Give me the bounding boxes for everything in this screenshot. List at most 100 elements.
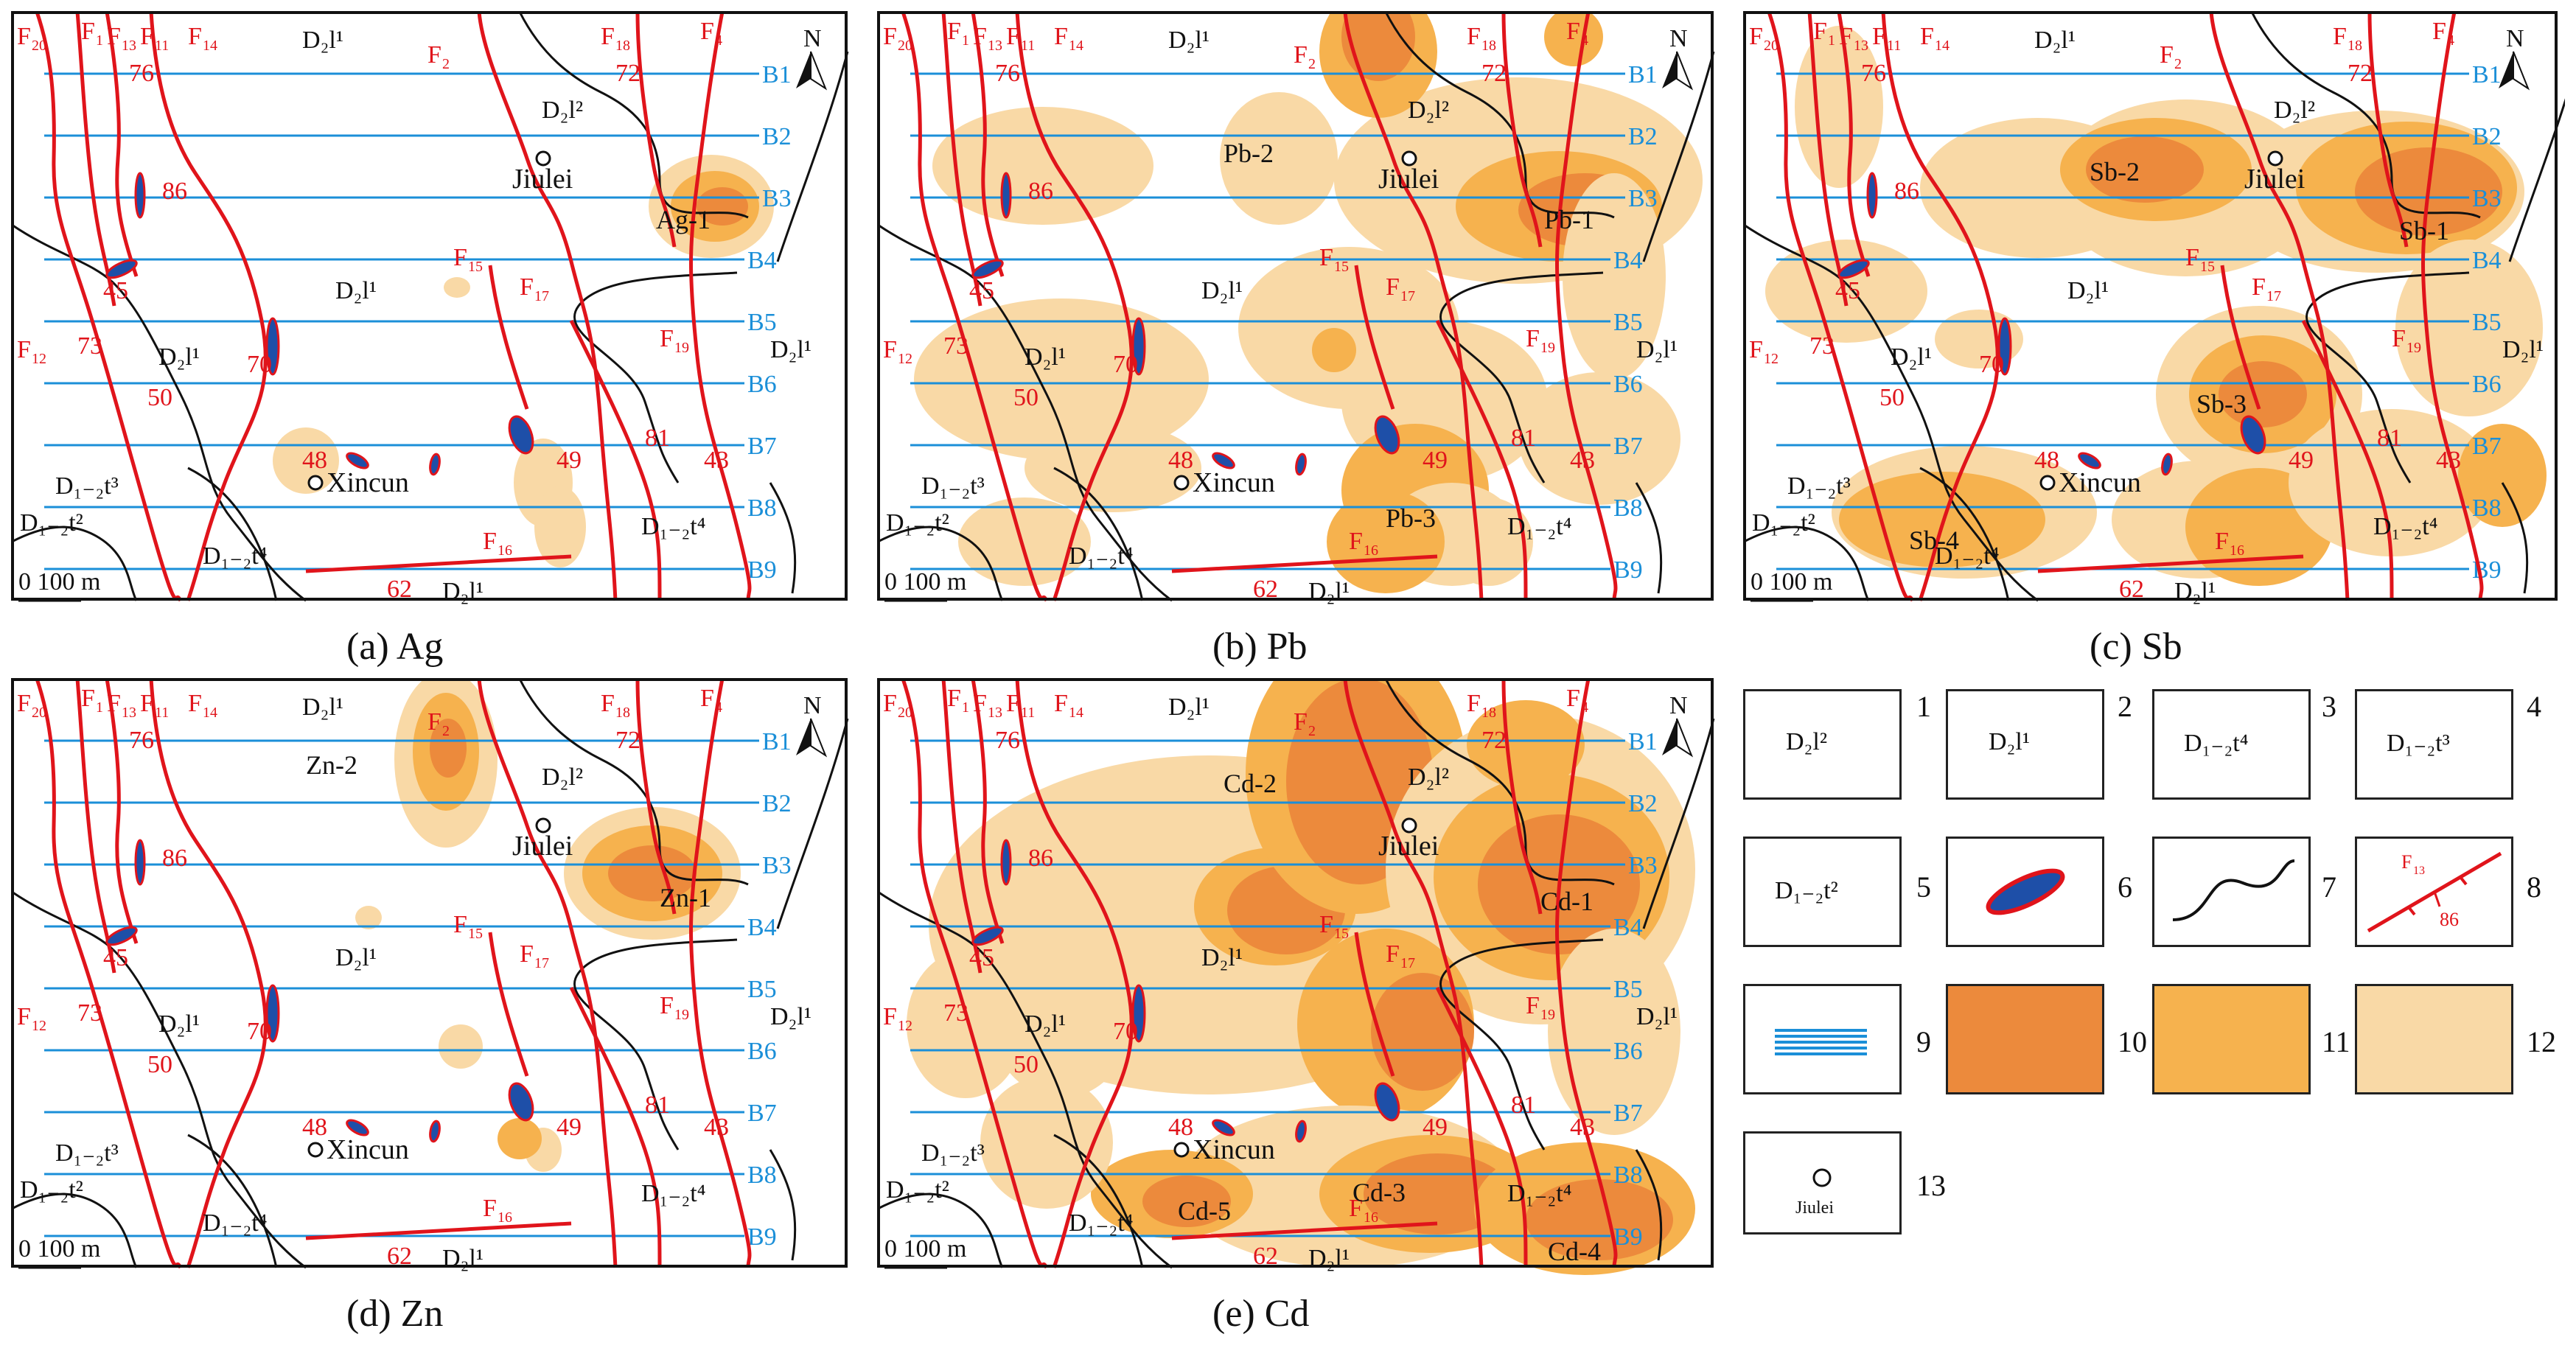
anomaly-label-zn-2: Zn-2 (306, 750, 357, 780)
caption-cd: (e) Cd (1212, 1293, 1310, 1335)
svg-text:19: 19 (1540, 1007, 1555, 1023)
svg-text:F: F (17, 23, 31, 50)
dip-value: 81 (645, 425, 670, 452)
survey-line-label-b2: B2 (762, 790, 792, 817)
strata-label-d2l1: D₂l¹ (770, 1003, 811, 1030)
strata-label-d2l1: D₂l¹ (2502, 336, 2544, 363)
dip-value: 81 (1511, 425, 1536, 452)
dip-value: 73 (1809, 332, 1835, 360)
svg-text:11: 11 (155, 705, 169, 721)
svg-text:F: F (427, 41, 441, 69)
anomaly-label-sb-1: Sb-1 (2399, 216, 2449, 245)
survey-line-label-b7: B7 (747, 1100, 777, 1127)
legend-box-10 (1946, 984, 2104, 1094)
ore-body (346, 1119, 369, 1136)
legend-num-1: 1 (1916, 690, 1931, 723)
strata-label-d2l1: D₂l¹ (1168, 694, 1210, 721)
svg-text:D₂l¹: D₂l¹ (1025, 1010, 1066, 1038)
legend-label-2: D₂l¹ (1989, 728, 2031, 755)
stratigraphic-boundary (1743, 525, 1870, 601)
legend-box-9 (1743, 984, 1902, 1094)
svg-text:2: 2 (2174, 56, 2182, 72)
map-frame (1743, 11, 2558, 601)
svg-text:F: F (973, 23, 987, 50)
svg-text:F: F (1006, 690, 1020, 717)
fault-label-f17: F 17 (2252, 273, 2281, 304)
svg-text:F: F (1749, 23, 1763, 50)
anomaly-label-ag-1: Ag-1 (656, 205, 711, 234)
dip-value: 81 (645, 1092, 670, 1119)
fault-line (569, 319, 662, 601)
scale-bar: 0 100 m (884, 568, 966, 602)
survey-line-label-b7: B7 (2472, 433, 2502, 460)
dip-value: 86 (1894, 178, 1919, 205)
village-jiulei: Jiulei (1378, 150, 1439, 195)
legend-box-13: Jiulei (1743, 1131, 1902, 1234)
survey-line-label-b4: B4 (2472, 247, 2502, 274)
svg-text:Xincun: Xincun (327, 467, 409, 498)
svg-text:11: 11 (1021, 38, 1035, 54)
svg-text:15: 15 (468, 259, 483, 275)
fault-label-f20: F 20 (17, 23, 46, 54)
fault-line (35, 11, 183, 602)
strata-label-d2l1: D₂l¹ (2034, 27, 2076, 54)
dip-value: 72 (1481, 60, 1507, 87)
fault-line (1555, 678, 1618, 1268)
svg-text:F: F (601, 23, 615, 50)
fault-line (105, 11, 139, 277)
strata-label-d2l1: D₂l¹ (158, 343, 200, 371)
svg-text:F: F (883, 1003, 897, 1030)
caption-sb: (c) Sb (2090, 626, 2182, 668)
svg-text:F: F (601, 690, 615, 717)
caption-pb: (b) Pb (1212, 626, 1308, 668)
svg-text:Jiulei: Jiulei (512, 164, 573, 195)
north-arrow-icon: N (2499, 25, 2530, 91)
stratigraphic-boundary (776, 51, 849, 262)
stratigraphic-boundary (877, 525, 1004, 601)
ore-body (265, 984, 280, 1043)
strata-label-d12t2: D₁₋₂t² (20, 1176, 83, 1204)
dip-value: 72 (615, 727, 640, 754)
survey-line-label-b2: B2 (1628, 123, 1658, 150)
fault-line (305, 1221, 572, 1240)
dip-value: 48 (2034, 447, 2059, 474)
survey-lines: B1 B2 B3 B4 B5 B6 B7 B8 B9 (910, 61, 1658, 584)
strata-label-d2l1: D₂l¹ (1025, 1010, 1066, 1038)
fault-label-f16: F 16 (1349, 528, 1378, 559)
ore-body (2161, 453, 2173, 476)
svg-text:D₂l²: D₂l² (1408, 764, 1449, 791)
geological-boundaries (11, 11, 849, 602)
survey-line-label-b6: B6 (747, 371, 777, 398)
fault-label-f16: F 16 (2215, 528, 2244, 559)
dip-value: 43 (1570, 447, 1595, 474)
dip-value: 62 (387, 1243, 412, 1270)
strata-label-d2l1: D₂l¹ (335, 944, 377, 971)
ore-body (971, 259, 1004, 279)
svg-text:F: F (2432, 18, 2446, 45)
fault-line (1501, 678, 1543, 915)
fault-label-f14: F 14 (188, 690, 217, 721)
anomaly-area (2086, 136, 2204, 203)
ore-body (1295, 1120, 1307, 1143)
dip-value: 76 (995, 60, 1020, 87)
strata-label-d2l2: D₂l² (1408, 97, 1449, 124)
strata-label-d12t4: D₁₋₂t⁴ (203, 542, 268, 570)
fault-line (1343, 11, 1484, 601)
legend-num-5: 5 (1916, 870, 1931, 904)
svg-text:D₁₋₂t²: D₁₋₂t² (886, 1176, 949, 1204)
anomaly-area (1371, 973, 1474, 1091)
survey-lines: B1 B2 B3 B4 B5 B6 B7 B8 B9 (44, 728, 792, 1251)
fault-label-f14: F 14 (188, 23, 217, 54)
dip-value: 76 (129, 727, 154, 754)
geological-boundaries (877, 11, 1715, 602)
fault-line (1435, 319, 1528, 601)
svg-text:F: F (1294, 708, 1308, 736)
village-xincun: Xincun (1173, 1134, 1275, 1165)
fault-line (1881, 11, 2000, 601)
svg-text:15: 15 (2200, 259, 2215, 275)
survey-line-label-b1: B1 (2472, 61, 2502, 88)
svg-text:14: 14 (1935, 38, 1950, 54)
fault-line (75, 678, 116, 974)
north-arrow-icon: N (796, 692, 828, 758)
